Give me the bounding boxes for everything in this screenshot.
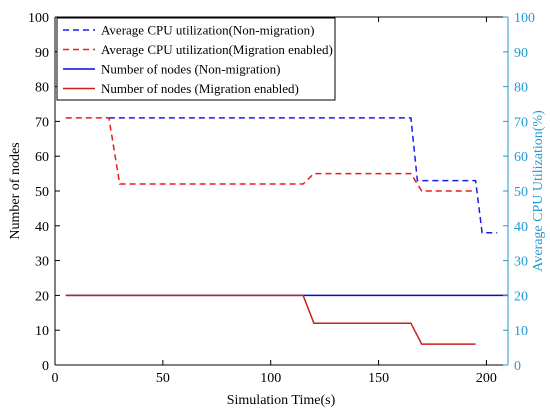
y-tick-label: 70 [35,115,49,130]
x-tick-label: 200 [476,371,497,386]
y2-tick-label: 60 [514,150,528,165]
y-tick-label: 30 [35,255,49,270]
y2-tick-label: 10 [514,324,528,339]
legend: Average CPU utilization(Non-migration) Av… [56,17,336,101]
axes-layer: 0 50 100 150 200 0 10 20 30 40 50 60 70 80 90 100 0 10 20 3… [28,11,535,386]
legend-entry-label: Average CPU utilization(Migration enable… [101,42,333,57]
series-line-4 [65,294,476,345]
x-tick-label: 50 [156,371,170,386]
y2-tick-label: 80 [514,81,528,96]
y-tick-label: 10 [35,324,49,339]
series-layer [65,117,508,345]
y-tick-label: 40 [35,220,49,235]
y-tick-label: 60 [35,150,49,165]
y-tick-label: 100 [28,11,49,26]
series-line-1 [108,117,498,234]
y2-tick-label: 50 [514,185,528,200]
y2-tick-label: 0 [514,359,521,374]
legend-box [56,17,336,101]
y2-tick-label: 90 [514,46,528,61]
y-axis-label: Number of nodes [8,142,23,239]
y-tick-label: 80 [35,81,49,96]
y-tick-label: 50 [35,185,49,200]
y2-axis-label: Average CPU Utilization(%) [531,110,546,272]
x-axis-label: Simulation Time(s) [227,393,336,408]
x-tick-label: 100 [260,371,281,386]
y-tick-label: 20 [35,289,49,304]
y2-tick-label: 100 [514,11,535,26]
y-tick-label: 90 [35,46,49,61]
x-tick-label: 0 [52,371,59,386]
y-tick-label: 0 [42,359,49,374]
legend-entry-label: Number of nodes (Migration enabled) [101,81,299,96]
x-tick-label: 150 [368,371,389,386]
legend-entry-label: Average CPU utilization(Non-migration) [101,23,314,38]
y2-tick-label: 40 [514,220,528,235]
series-line-2 [65,117,476,192]
legend-entry-label: Number of nodes (Non-migration) [101,62,280,77]
y2-tick-label: 70 [514,115,528,130]
y2-tick-label: 30 [514,255,528,270]
y2-tick-label: 20 [514,289,528,304]
